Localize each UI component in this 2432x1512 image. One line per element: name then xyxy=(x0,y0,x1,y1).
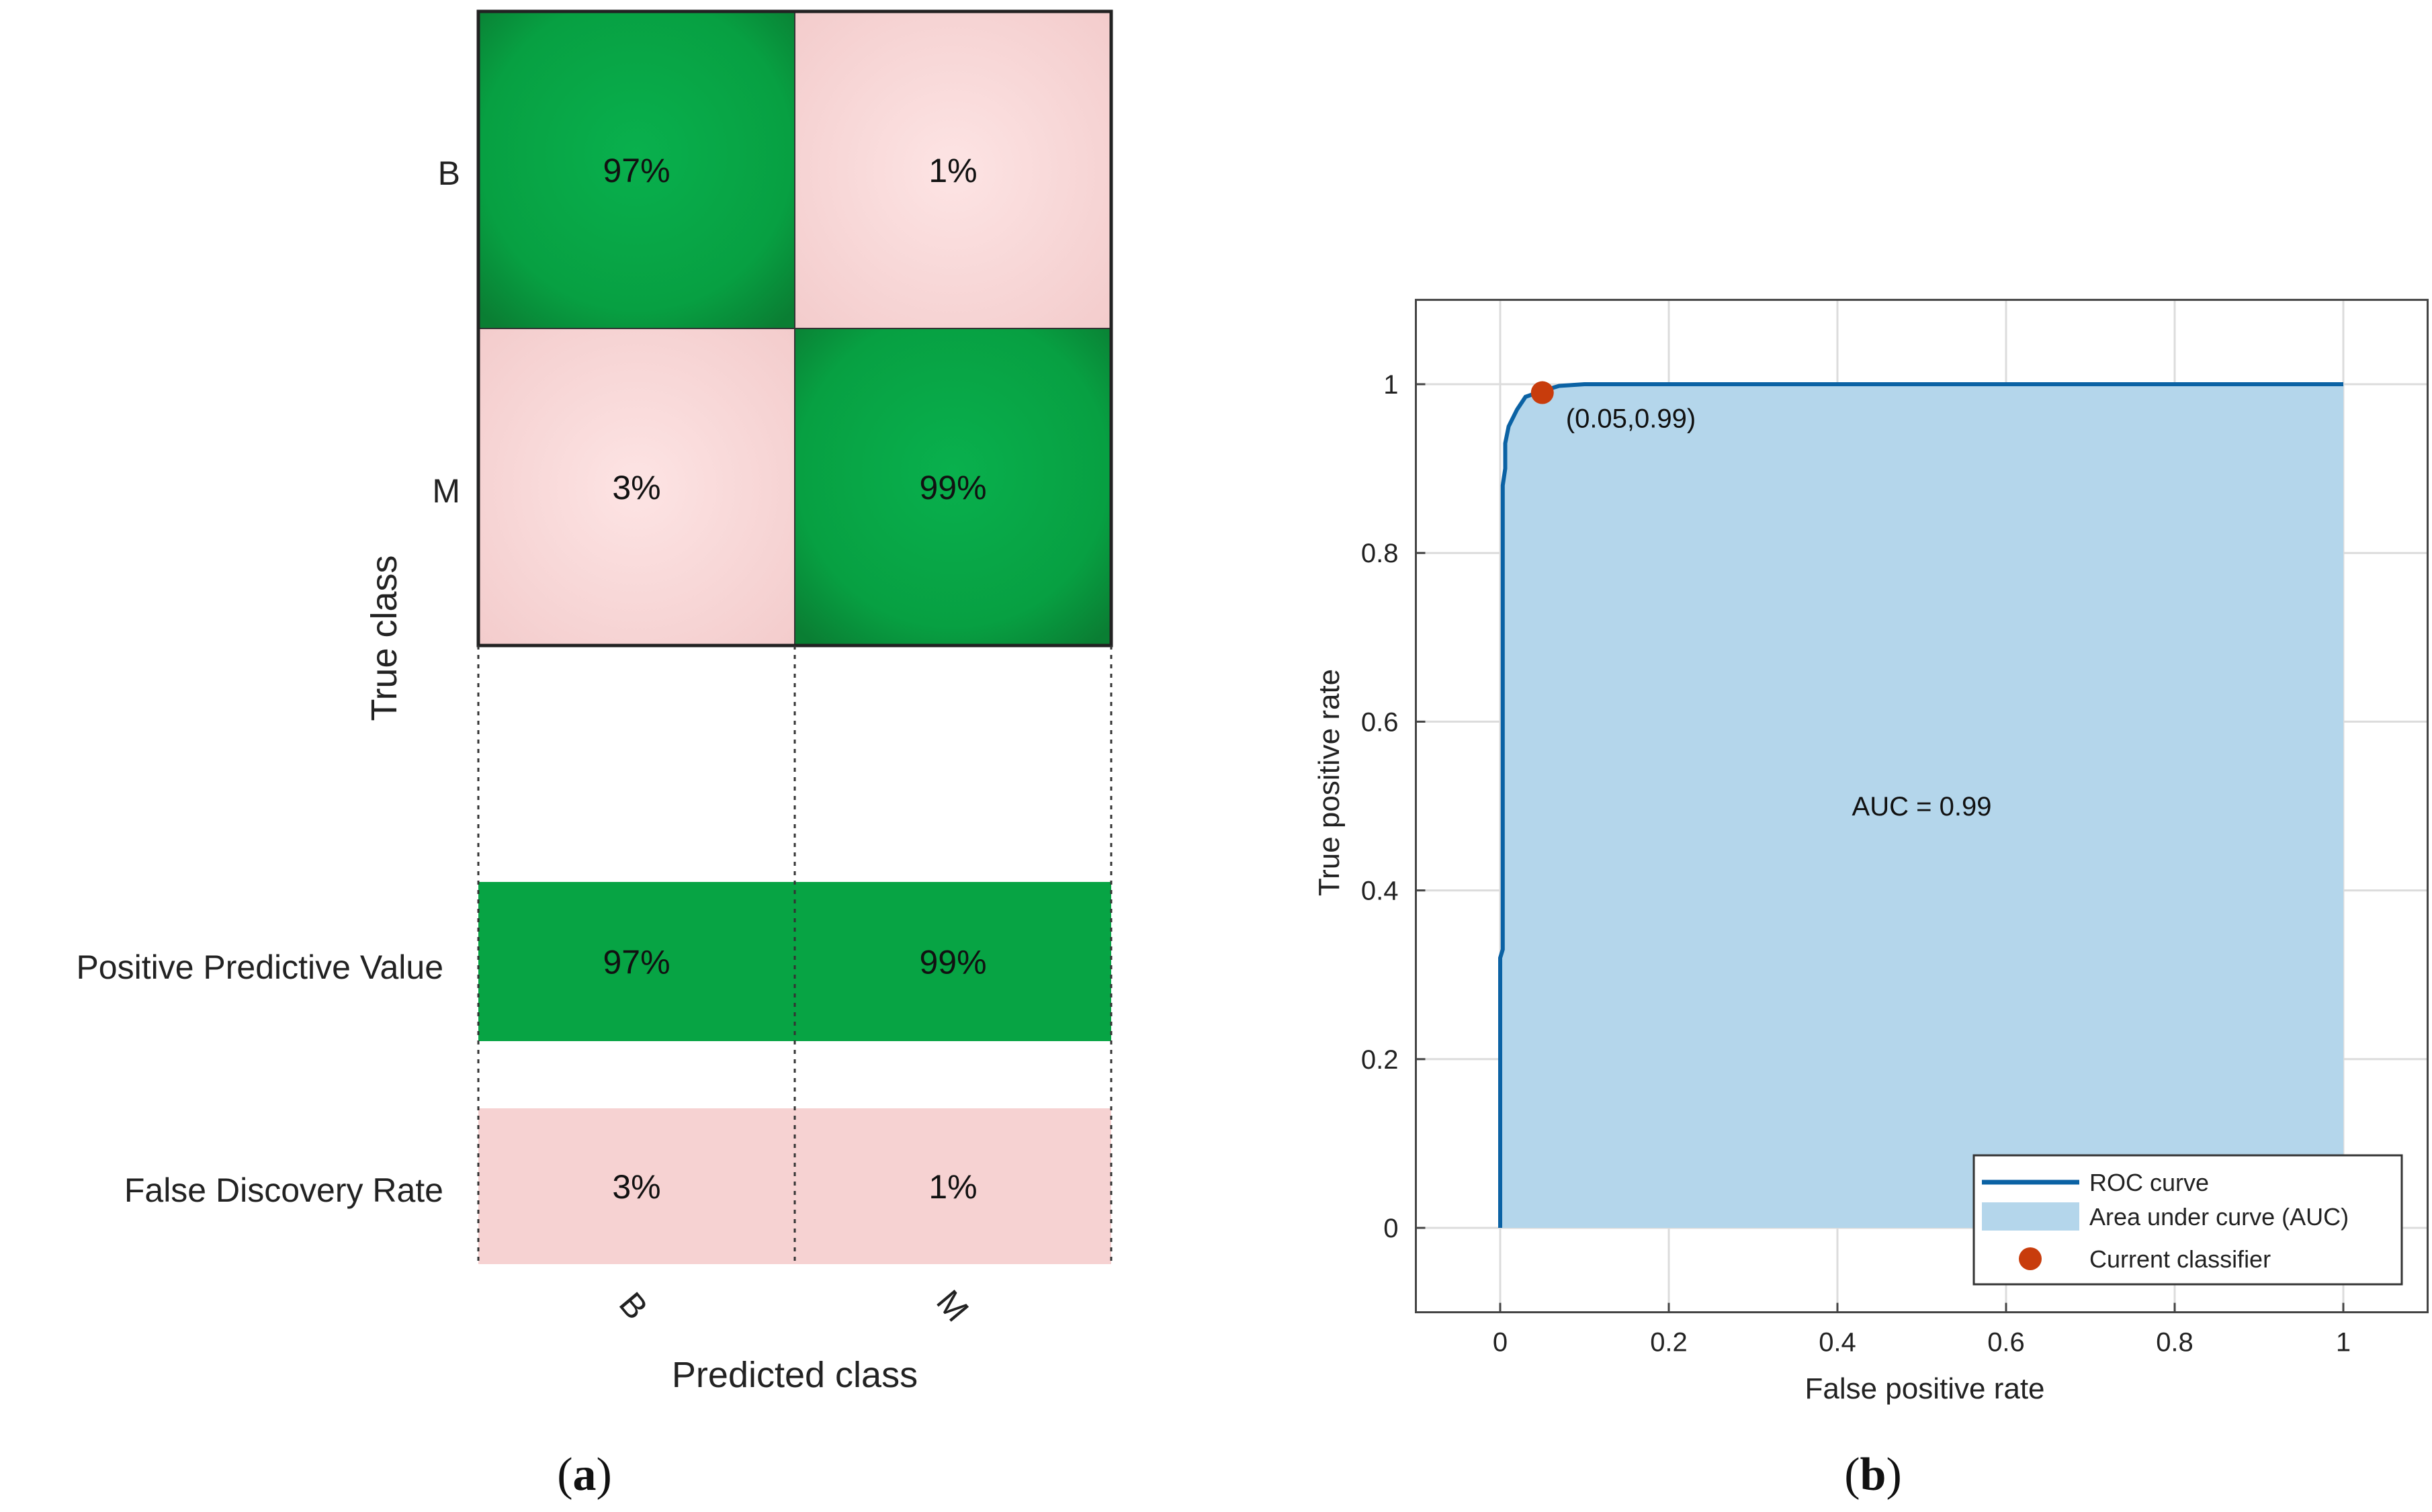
y-tick-label: 0.8 xyxy=(1361,539,1399,568)
legend-classifier-swatch xyxy=(2019,1247,2042,1270)
x-tick-label: 0.2 xyxy=(1650,1328,1688,1358)
matrix-value-m-m: 99% xyxy=(919,469,986,506)
roc-panel: (0.05,0.99) AUC = 0.99 0 0.2 0.4 0.6 0.8 1 00… xyxy=(1313,298,2429,1501)
y-axis-title: True class xyxy=(364,555,404,721)
ppv-cell-b xyxy=(478,882,795,1041)
auc-annotation: AUC = 0.99 xyxy=(1852,792,1992,821)
x-tick-label: 0 xyxy=(1493,1328,1508,1358)
fdr-value-m: 1% xyxy=(928,1168,977,1206)
matrix-value-m-b: 3% xyxy=(612,469,660,506)
fdr-cell-b xyxy=(478,1108,795,1264)
legend-auc-swatch xyxy=(1982,1202,2079,1231)
matrix-value-b-b: 97% xyxy=(603,152,670,189)
y-tick-label: 0.4 xyxy=(1361,877,1399,906)
caption-b: (b) xyxy=(1844,1449,1902,1501)
y-tick-label: 0 xyxy=(1383,1214,1398,1243)
x-axis-title: Predicted class xyxy=(672,1355,918,1395)
caption-b-open: ( xyxy=(1844,1449,1860,1501)
axes-box xyxy=(1415,298,2429,1314)
legend-auc-label: Area under curve (AUC) xyxy=(2089,1203,2349,1231)
roc-x-axis-title: False positive rate xyxy=(1805,1372,2044,1405)
matrix-cell-b-m xyxy=(794,11,1112,329)
ppv-cell-m xyxy=(795,882,1111,1041)
y-tick-labels: 0 0.2 0.4 0.6 0.8 1 xyxy=(1361,370,1399,1243)
caption-a-open: ( xyxy=(557,1449,572,1501)
caption-a-letter: a xyxy=(573,1449,597,1501)
caption-a: (a) xyxy=(557,1449,612,1501)
auc-area xyxy=(1500,384,2343,1228)
roc-y-axis-title: True positive rate xyxy=(1313,669,1346,896)
fdr-value-b: 3% xyxy=(612,1168,660,1206)
confusion-matrix-panel: 97% 1% 3% 99% 97% 99% 3% 1% B M Positive Predi… xyxy=(76,9,1113,1501)
matrix-cell-m-b xyxy=(478,328,795,646)
ppv-row-label: Positive Predictive Value xyxy=(76,948,443,986)
current-classifier-label: (0.05,0.99) xyxy=(1566,404,1696,434)
true-class-label-b: B xyxy=(438,154,460,192)
y-tick-label: 0.2 xyxy=(1361,1045,1399,1075)
x-tick-label: 1 xyxy=(2336,1328,2351,1358)
roc-curve xyxy=(1498,382,2343,1228)
fdr-cell-m xyxy=(795,1108,1111,1264)
legend-classifier-label: Current classifier xyxy=(2089,1245,2271,1273)
roc-axes xyxy=(1415,298,2429,1314)
caption-b-letter: b xyxy=(1860,1449,1886,1501)
fdr-row-label: False Discovery Rate xyxy=(124,1171,443,1209)
caption-b-close: ) xyxy=(1886,1449,1901,1501)
predicted-class-label-b: B xyxy=(612,1285,655,1327)
summary-rows: 97% 99% 3% 1% xyxy=(478,882,1111,1264)
legend-roc-label: ROC curve xyxy=(2089,1169,2209,1196)
y-tick-label: 0.6 xyxy=(1361,707,1399,737)
caption-a-close: ) xyxy=(597,1449,612,1501)
matrix-value-b-m: 1% xyxy=(928,152,977,189)
legend: ROC curve Area under curve (AUC) Current… xyxy=(1972,1154,2403,1286)
x-tick-label: 0.4 xyxy=(1819,1328,1856,1358)
y-tick-label: 1 xyxy=(1383,370,1398,400)
current-classifier-marker xyxy=(1530,381,1554,404)
confusion-matrix-cells: 97% 1% 3% 99% xyxy=(478,11,1112,646)
matrix-cell-b-b xyxy=(478,11,795,329)
predicted-class-label-m: M xyxy=(929,1283,976,1329)
x-tick-labels: 0 0.2 0.4 0.6 0.8 1 xyxy=(1493,1328,2351,1358)
matrix-cell-m-m xyxy=(794,328,1112,646)
true-class-label-m: M xyxy=(432,472,460,510)
ppv-value-b: 97% xyxy=(603,944,670,981)
x-tick-label: 0.6 xyxy=(1987,1328,2025,1358)
x-tick-label: 0.8 xyxy=(2156,1328,2194,1358)
ppv-value-m: 99% xyxy=(919,944,986,981)
